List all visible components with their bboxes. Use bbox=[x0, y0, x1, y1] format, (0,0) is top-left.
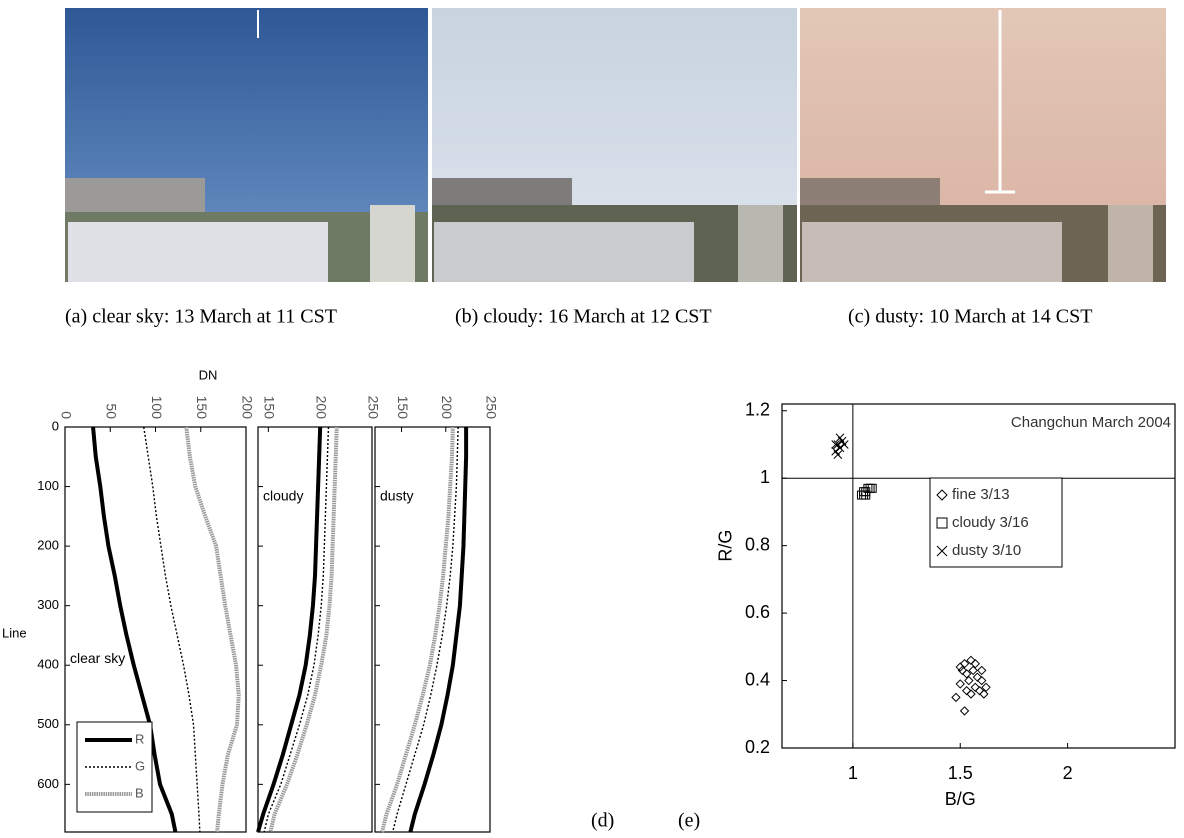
legend-marker bbox=[936, 517, 948, 529]
profile-line bbox=[392, 426, 459, 833]
y-axis-label: R/G bbox=[716, 530, 736, 562]
y-tick-label: 300 bbox=[37, 597, 59, 612]
point bbox=[955, 679, 965, 689]
point bbox=[964, 675, 974, 686]
point bbox=[959, 706, 970, 716]
point bbox=[979, 689, 989, 699]
point bbox=[839, 440, 849, 449]
legend-label: R bbox=[135, 731, 144, 746]
point bbox=[835, 433, 845, 443]
photo-c bbox=[800, 8, 1166, 282]
legend-marker bbox=[936, 545, 948, 557]
point bbox=[951, 692, 961, 703]
legend-box bbox=[929, 477, 1063, 568]
point bbox=[966, 655, 976, 666]
y-tick-label: 200 bbox=[37, 538, 59, 553]
x-tick-label: 150 bbox=[262, 396, 278, 420]
profile-line bbox=[268, 426, 339, 833]
y-axis-label: Line bbox=[2, 625, 27, 640]
x-tick-label: 2 bbox=[1063, 763, 1073, 783]
point bbox=[966, 689, 976, 699]
point bbox=[957, 665, 968, 676]
legend-marker bbox=[936, 489, 948, 501]
x-tick-label: 200 bbox=[239, 396, 255, 420]
point bbox=[977, 665, 987, 676]
point bbox=[959, 658, 970, 669]
panel-label: (d) bbox=[591, 810, 614, 832]
x-tick-label: 100 bbox=[149, 396, 165, 420]
point bbox=[977, 675, 987, 686]
point bbox=[831, 440, 841, 449]
y-tick-label: 500 bbox=[37, 716, 59, 731]
x-tick-label: 0 bbox=[58, 411, 74, 419]
point bbox=[970, 682, 980, 693]
y-tick-label: 0.6 bbox=[745, 602, 770, 622]
profile-line bbox=[263, 426, 330, 833]
point bbox=[981, 682, 991, 693]
y-tick-label: 0.2 bbox=[745, 737, 770, 757]
legend-label: cloudy 3/16 bbox=[952, 514, 1029, 531]
profile-line bbox=[91, 426, 178, 833]
x-tick-label: 1 bbox=[848, 763, 858, 783]
y-tick-label: 400 bbox=[37, 657, 59, 672]
caption: (b) cloudy: 16 March at 12 CST bbox=[455, 306, 712, 328]
point bbox=[833, 450, 843, 459]
legend-label: dusty 3/10 bbox=[952, 542, 1021, 559]
panel-text: cloudy bbox=[263, 488, 303, 504]
y-tick-label: 1.2 bbox=[745, 399, 770, 419]
y-tick-label: 0.8 bbox=[745, 534, 770, 554]
point bbox=[861, 490, 871, 500]
point bbox=[972, 672, 983, 682]
x-tick-label: 250 bbox=[365, 396, 381, 420]
y-tick-label: 600 bbox=[37, 776, 59, 791]
profile-line bbox=[380, 426, 455, 833]
legend-label: fine 3/13 bbox=[952, 486, 1010, 503]
panel-label: (e) bbox=[678, 810, 700, 832]
y-tick-label: 0.4 bbox=[745, 669, 770, 689]
point bbox=[970, 658, 980, 669]
profile-line bbox=[256, 426, 323, 833]
profile-line bbox=[408, 427, 469, 833]
x-tick-label: 150 bbox=[395, 396, 411, 420]
chart-title: Changchun March 2004 bbox=[1011, 414, 1171, 431]
photo-a bbox=[65, 8, 428, 282]
point bbox=[961, 685, 972, 696]
point bbox=[867, 483, 877, 493]
y-tick-label: 0 bbox=[52, 418, 59, 433]
caption: (a) clear sky: 13 March at 11 CST bbox=[65, 306, 337, 328]
x-axis-label: DN bbox=[199, 367, 218, 382]
legend-label: G bbox=[135, 758, 145, 773]
plot-frame bbox=[374, 426, 491, 833]
y-tick-label: 100 bbox=[37, 478, 59, 493]
panel-text: dusty bbox=[380, 488, 413, 504]
panel-text: clear sky bbox=[70, 650, 125, 666]
point bbox=[835, 443, 845, 453]
point bbox=[974, 685, 985, 696]
x-tick-label: 50 bbox=[104, 403, 120, 419]
profile-line bbox=[184, 426, 241, 833]
x-tick-label: 200 bbox=[313, 396, 329, 420]
plot-frame bbox=[257, 426, 373, 833]
x-tick-label: 200 bbox=[439, 396, 455, 420]
legend-label: B bbox=[135, 785, 144, 800]
x-axis-label: B/G bbox=[945, 789, 976, 809]
x-tick-label: 250 bbox=[483, 396, 499, 420]
x-tick-label: 150 bbox=[194, 396, 210, 420]
x-tick-label: 1.5 bbox=[948, 763, 973, 783]
point bbox=[968, 665, 978, 676]
caption: (c) dusty: 10 March at 14 CST bbox=[848, 306, 1092, 328]
y-tick-label: 1 bbox=[760, 467, 770, 487]
photo-b bbox=[432, 8, 797, 282]
plot-frame bbox=[781, 403, 1176, 749]
